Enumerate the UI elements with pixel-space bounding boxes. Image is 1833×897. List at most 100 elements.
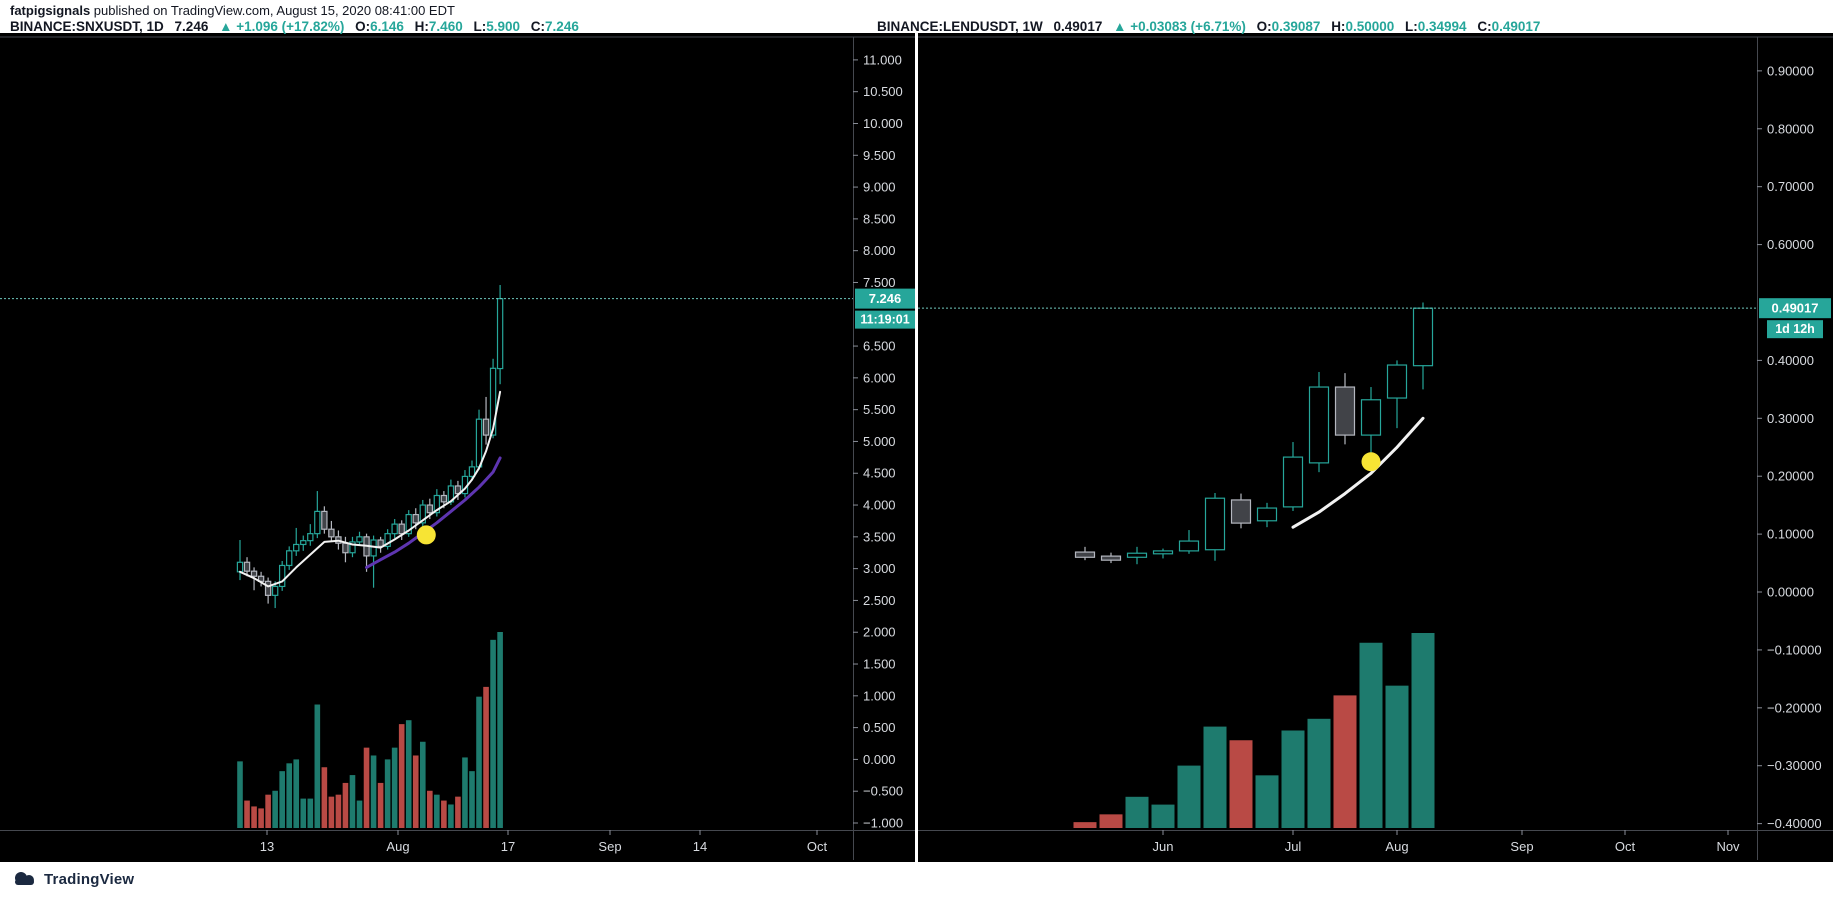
volume-bar [1411,633,1435,828]
chart-panel-right: 0.90000 0.80000 0.70000 0.60000 0.40000 0.300… [918,33,1833,862]
y-tick-label: 11.000 [863,52,902,67]
candle-up [356,536,363,543]
volume-bar [1177,765,1201,828]
panel-bg [0,33,915,862]
close-label: C: [530,19,546,34]
candle-down [243,561,251,572]
x-tick-label: Oct [1615,839,1636,854]
volume-bar [398,724,405,828]
candle-down [321,510,328,530]
high-label: H: [414,19,429,34]
candle-down [328,528,335,538]
candle-down [412,513,419,524]
volume-bar [1255,775,1279,828]
tradingview-logo-text: TradingView [44,870,135,888]
volume-bar [483,686,489,828]
candle-up [293,543,300,552]
high-label: H: [1331,19,1346,34]
low-label: L: [473,19,487,34]
candle-up [489,367,497,436]
y-tick-label: 9.500 [863,148,896,163]
open-value: 6.146 [370,19,404,34]
symbol-header-right: BINANCE:LENDUSDT, 1W 0.49017 ▲ +0.03083 … [877,19,1540,34]
y-tick-label: −0.500 [863,784,903,799]
candle-up [468,466,476,478]
candle-up [384,533,391,547]
candle-up [1282,456,1304,508]
time-scale[interactable] [918,830,1757,862]
tradingview-logo[interactable]: TradingView [10,864,134,894]
volume-bar [1385,685,1409,828]
volume-bar [1281,730,1305,828]
y-tick-label: 0.500 [863,720,896,735]
candle-down [482,418,490,436]
candle-up [1308,386,1330,464]
candle-down [1074,551,1096,558]
y-tick-label: −0.40000 [1767,816,1822,831]
y-tick-label: 6.500 [863,339,896,354]
volume-bar [321,767,328,828]
countdown-tag [855,310,915,329]
y-tick-label: 0.90000 [1767,63,1814,78]
y-tick-label: 6.000 [863,370,896,385]
candle-up [1178,540,1200,552]
ma-white-line [239,390,502,588]
countdown-tag [1767,320,1823,339]
ma-purple-line [365,456,502,569]
candle-down [377,539,384,547]
x-tick-label: Nov [1716,839,1740,854]
chart-plot-area[interactable] [0,37,853,830]
volume-bar [286,763,293,828]
attribution-line: fatpigsignals published on TradingView.c… [10,3,455,18]
y-tick-label: −1.000 [863,816,903,831]
price-change: +1.096 (+17.82%) [236,19,345,34]
volume-bar [349,775,356,828]
y-tick-label: 0.000 [863,752,896,767]
symbol-name[interactable]: BINANCE:SNXUSDT, 1D [10,19,164,34]
chart-plot-area[interactable] [918,37,1757,830]
volume-bar [1359,642,1383,828]
candle-down [1230,499,1252,524]
time-scale[interactable] [0,830,853,862]
symbol-name[interactable]: BINANCE:LENDUSDT, 1W [877,19,1043,34]
y-tick-label: 0.30000 [1767,411,1814,426]
volume-bar [377,782,384,828]
price-scale[interactable] [853,37,915,830]
volume-bar [1151,804,1175,828]
y-tick-label: 5.500 [863,402,896,417]
volume-bar [279,771,285,828]
price-scale[interactable] [1757,37,1833,830]
last-price: 0.49017 [1053,19,1103,34]
attribution-text: published on TradingView.com, August 15,… [90,3,455,18]
volume-bar [307,798,314,828]
volume-bar [448,804,454,828]
candle-up [314,510,321,535]
candle-up [278,564,286,588]
y-tick-label: 8.500 [863,211,896,226]
price-tag-label: 7.246 [869,291,902,306]
y-tick-label: 3.500 [863,529,896,544]
candle-down [1100,555,1122,561]
change-arrow-icon: ▲ [219,19,233,34]
y-tick-label: 1.000 [863,688,896,703]
volume-bar [427,790,433,828]
candle-up [286,550,293,567]
change-arrow-icon: ▲ [1113,19,1127,34]
volume-bar [412,755,419,828]
volume-bar [405,720,412,828]
x-tick-label: 13 [260,839,274,854]
volume-bar [244,800,250,828]
y-tick-label: 3.000 [863,561,896,576]
symbol-header-left: BINANCE:SNXUSDT, 1D 7.246 ▲ +1.096 (+17.… [10,19,579,34]
candle-up [1152,550,1174,555]
y-tick-label: 2.500 [863,593,896,608]
x-tick-label: Sep [1510,839,1533,854]
volume-bar [462,757,468,828]
y-tick-label: 7.500 [863,275,896,290]
volume-bar [490,639,496,828]
y-tick-label: 2.000 [863,625,896,640]
candle-up [349,541,356,554]
y-tick-label: 0.70000 [1767,179,1814,194]
candle-down [398,523,405,535]
volume-bar [258,808,264,828]
